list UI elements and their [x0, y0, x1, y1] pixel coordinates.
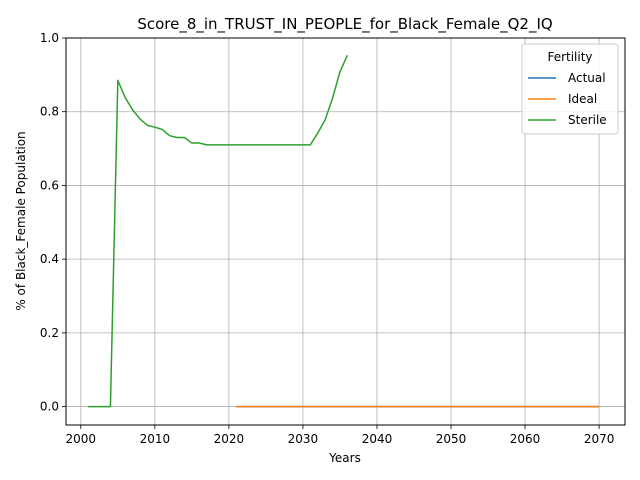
legend-title: Fertility: [547, 50, 592, 64]
y-tick-label: 0.2: [40, 326, 59, 340]
y-tick-label: 1.0: [40, 31, 59, 45]
series-lines: [88, 55, 600, 408]
chart-title: Score_8_in_TRUST_IN_PEOPLE_for_Black_Fem…: [137, 15, 552, 34]
x-tick-label: 2040: [362, 432, 393, 446]
legend-box: [521, 43, 619, 135]
legend-label-actual: Actual: [568, 71, 606, 85]
x-tick-label: 2070: [584, 432, 615, 446]
x-tick-label: 2060: [510, 432, 541, 446]
y-tick-label: 0.8: [40, 105, 59, 119]
x-tick-label: 2010: [140, 432, 171, 446]
y-tick-label: 0.6: [40, 178, 59, 192]
x-tick-label: 2000: [66, 432, 97, 446]
legend-label-ideal: Ideal: [568, 92, 597, 106]
x-axis-label: Years: [328, 451, 361, 465]
series-line-sterile: [88, 55, 349, 408]
x-axis: 2000 2010 2020 2030 2040 2050 2060 2070: [66, 425, 615, 446]
plot-frame: [65, 37, 626, 426]
y-tick-label: 0.0: [40, 400, 59, 414]
y-axis: 0.0 0.2 0.4 0.6 0.8 1.0: [40, 31, 66, 414]
y-axis-label: % of Black_Female Population: [14, 131, 28, 310]
x-tick-label: 2020: [214, 432, 245, 446]
x-tick-label: 2030: [288, 432, 319, 446]
x-tick-label: 2050: [436, 432, 467, 446]
legend: Fertility Actual Ideal Sterile: [521, 43, 619, 135]
legend-label-sterile: Sterile: [568, 113, 607, 127]
y-tick-label: 0.4: [40, 252, 59, 266]
